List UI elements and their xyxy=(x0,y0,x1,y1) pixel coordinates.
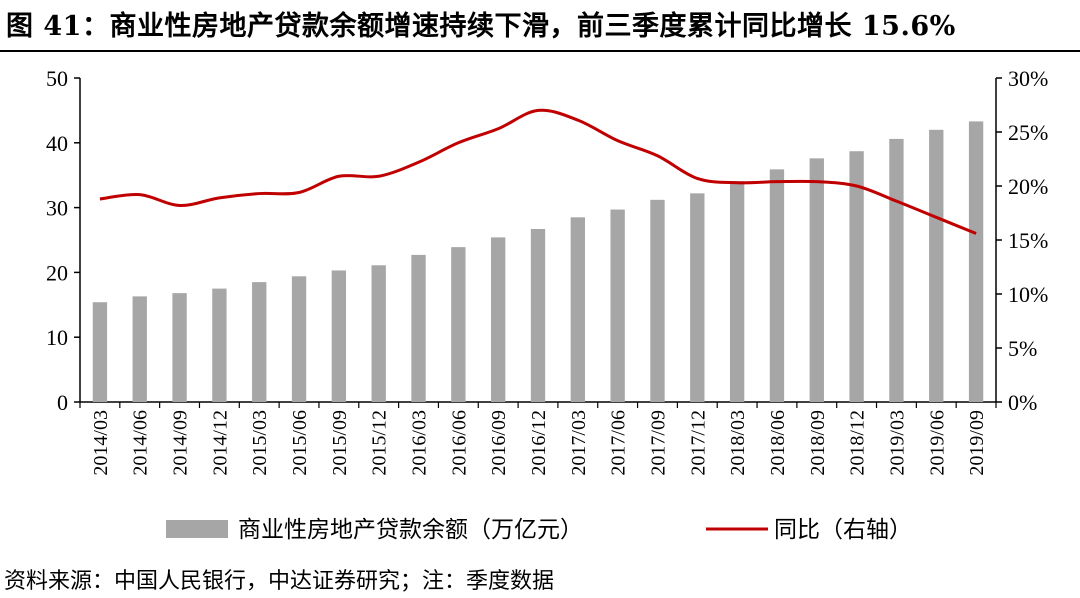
bar xyxy=(929,129,944,402)
x-tick-label: 2014/03 xyxy=(90,410,112,476)
bar xyxy=(451,247,466,402)
bar xyxy=(331,270,347,402)
bar xyxy=(729,181,745,402)
bar xyxy=(132,296,147,402)
combo-chart: 0 10 20 30 40 50 0% 5% 10% 15% 20% 25% 30% 2014/03 201… xyxy=(46,66,1048,543)
bar xyxy=(212,288,227,402)
bar xyxy=(690,193,705,402)
x-tick-label: 2014/06 xyxy=(130,410,152,476)
x-tick-label: 2018/12 xyxy=(847,410,869,476)
bar xyxy=(769,169,785,402)
left-tick-label: 20 xyxy=(46,260,68,285)
figure-title: 图 41：商业性房地产贷款余额增速持续下滑，前三季度累计同比增长 15.6% xyxy=(6,11,956,42)
bar xyxy=(889,138,904,403)
x-tick-label: 2014/12 xyxy=(209,410,231,476)
tick-labels: 0 10 20 30 40 50 0% 5% 10% 15% 20% 25% 30% 2014/03 201… xyxy=(46,66,1048,476)
x-tick-label: 2017/09 xyxy=(647,410,669,476)
bar xyxy=(849,151,864,402)
x-tick-label: 2016/09 xyxy=(488,410,510,476)
x-tick-label: 2015/06 xyxy=(289,410,311,476)
left-tick-label: 50 xyxy=(46,66,68,91)
bar xyxy=(252,282,267,402)
bar-series xyxy=(92,121,984,403)
bar xyxy=(291,276,307,402)
legend-swatch-bars xyxy=(166,520,228,538)
x-tick-label: 2017/03 xyxy=(568,410,590,476)
right-tick-label: 30% xyxy=(1008,66,1048,91)
left-tick-label: 0 xyxy=(57,390,68,415)
bar xyxy=(570,217,585,402)
x-tick-label: 2018/03 xyxy=(727,410,749,476)
x-tick-label: 2019/09 xyxy=(966,410,988,476)
series-line-yoy xyxy=(99,108,977,235)
bar xyxy=(411,254,426,402)
right-tick-label: 25% xyxy=(1008,120,1048,145)
legend-label-bars: 商业性房地产贷款余额（万亿元） xyxy=(238,517,583,543)
bar xyxy=(92,302,108,402)
bar xyxy=(172,293,187,402)
bar xyxy=(610,209,625,402)
bar xyxy=(968,121,984,402)
right-tick-label: 0% xyxy=(1008,390,1037,415)
x-tick-label: 2018/09 xyxy=(807,410,829,476)
right-tick-label: 15% xyxy=(1008,228,1048,253)
x-tick-label: 2016/12 xyxy=(528,410,550,476)
x-tick-label: 2015/12 xyxy=(369,410,391,476)
x-tick-label: 2014/09 xyxy=(170,410,192,476)
left-tick-label: 10 xyxy=(46,325,68,350)
source-note: 资料来源：中国人民银行，中达证券研究；注：季度数据 xyxy=(4,569,555,594)
x-tick-label: 2018/06 xyxy=(767,410,789,476)
bar xyxy=(371,265,386,402)
title-rule xyxy=(0,50,1080,52)
x-tick-label: 2015/09 xyxy=(329,410,351,476)
legend: 商业性房地产贷款余额（万亿元） 同比（右轴） xyxy=(166,517,912,543)
bar xyxy=(650,199,665,402)
x-tick-label: 2019/03 xyxy=(886,410,908,476)
right-tick-label: 10% xyxy=(1008,282,1048,307)
line-series xyxy=(99,108,977,235)
left-tick-label: 40 xyxy=(46,131,68,156)
legend-label-line: 同比（右轴） xyxy=(774,517,912,543)
x-tick-label: 2017/06 xyxy=(608,410,630,476)
x-tick-label: 2017/12 xyxy=(687,410,709,476)
x-tick-label: 2016/03 xyxy=(409,410,431,476)
bar xyxy=(809,158,824,402)
x-tick-label: 2019/06 xyxy=(926,410,948,476)
right-tick-label: 5% xyxy=(1008,336,1037,361)
x-tick-label: 2015/03 xyxy=(249,410,271,476)
bar xyxy=(491,237,506,402)
x-tick-label: 2016/06 xyxy=(448,410,470,476)
right-tick-label: 20% xyxy=(1008,174,1048,199)
left-tick-label: 30 xyxy=(46,196,68,221)
bar xyxy=(530,228,546,402)
